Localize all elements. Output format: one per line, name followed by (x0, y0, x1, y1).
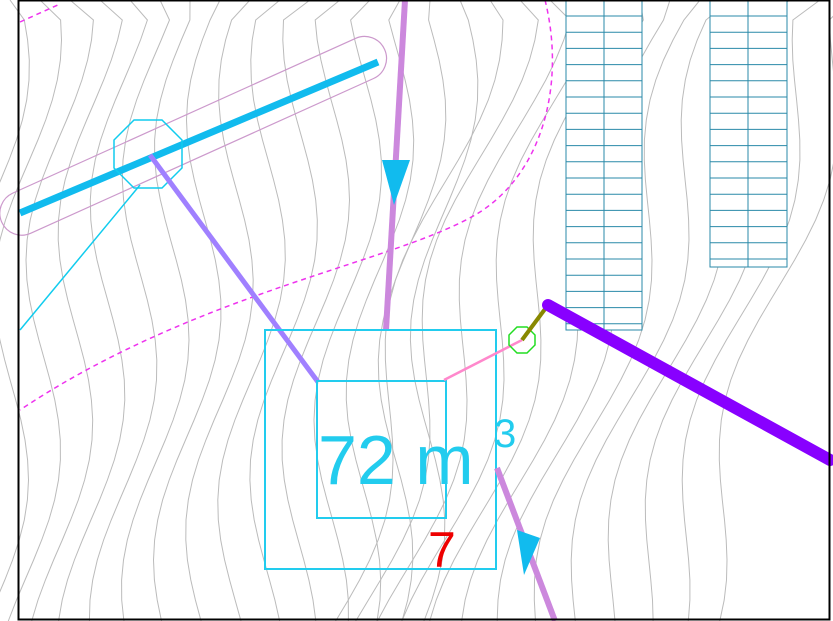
page: 72 m 3 7 (() => { const data = JSON.pars… (0, 0, 833, 621)
volume-exponent: 3 (494, 412, 516, 456)
volume-label: 72 m (318, 421, 474, 499)
background (0, 0, 833, 621)
node-number: 7 (428, 522, 456, 578)
map-view: 72 m 3 7 (0, 0, 833, 621)
